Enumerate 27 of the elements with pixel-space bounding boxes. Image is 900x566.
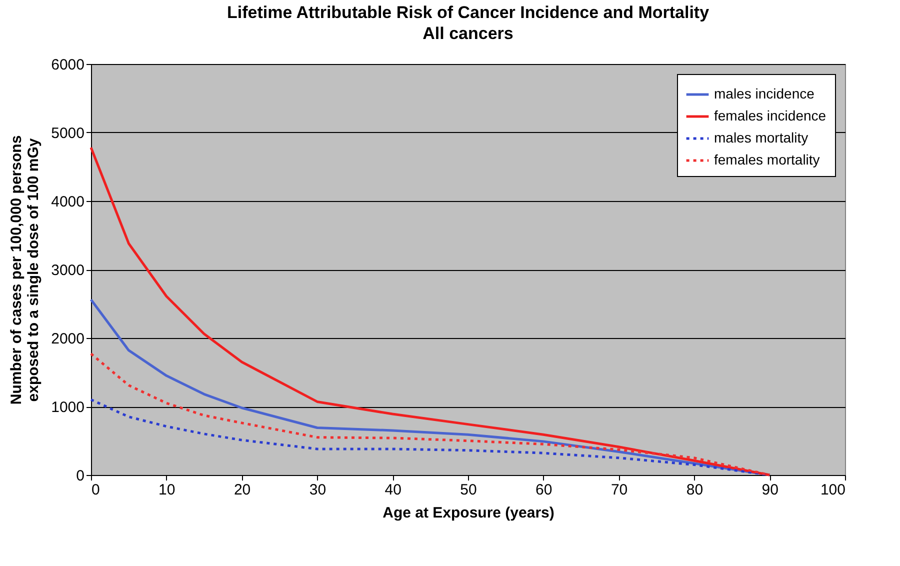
x-tick-label: 30 <box>309 482 326 498</box>
x-tick-label: 70 <box>610 482 628 498</box>
y-tick-label: 6000 <box>51 56 84 74</box>
x-tick-label: 0 <box>92 482 100 498</box>
y-tick-label: 0 <box>76 468 84 484</box>
chart-subtitle: All cancers <box>422 24 514 43</box>
x-tick-label: 100 <box>820 482 846 498</box>
x-axis-title: Age at Exposure (years) <box>382 504 554 522</box>
x-tick-label: 60 <box>536 482 552 498</box>
legend-label: males incidence <box>714 86 815 102</box>
y-tick-label: 5000 <box>51 125 84 142</box>
x-tick-label: 90 <box>762 482 778 498</box>
y-axis-title: Number of cases per 100,000 persons exposed to a single dose of 100 mGy <box>8 135 42 405</box>
x-tick-label: 20 <box>234 482 251 498</box>
y-tick-label: 1000 <box>51 399 84 416</box>
line-series <box>90 352 771 476</box>
x-tick-label: 40 <box>384 482 402 498</box>
x-tick-label: 80 <box>686 482 704 498</box>
legend-label: females mortality <box>714 152 820 168</box>
x-tick-label: 10 <box>158 482 176 498</box>
x-tick-label: 50 <box>460 482 477 498</box>
y-tick-label: 4000 <box>51 194 84 210</box>
chart-title: Lifetime Attributable Risk of Cancer Incidence and Mortality <box>226 3 710 22</box>
legend-label: females incidence <box>714 108 826 124</box>
y-tick-label: 3000 <box>51 262 84 279</box>
y-tick-label: 2000 <box>51 330 84 348</box>
legend-label: males mortality <box>714 130 808 146</box>
